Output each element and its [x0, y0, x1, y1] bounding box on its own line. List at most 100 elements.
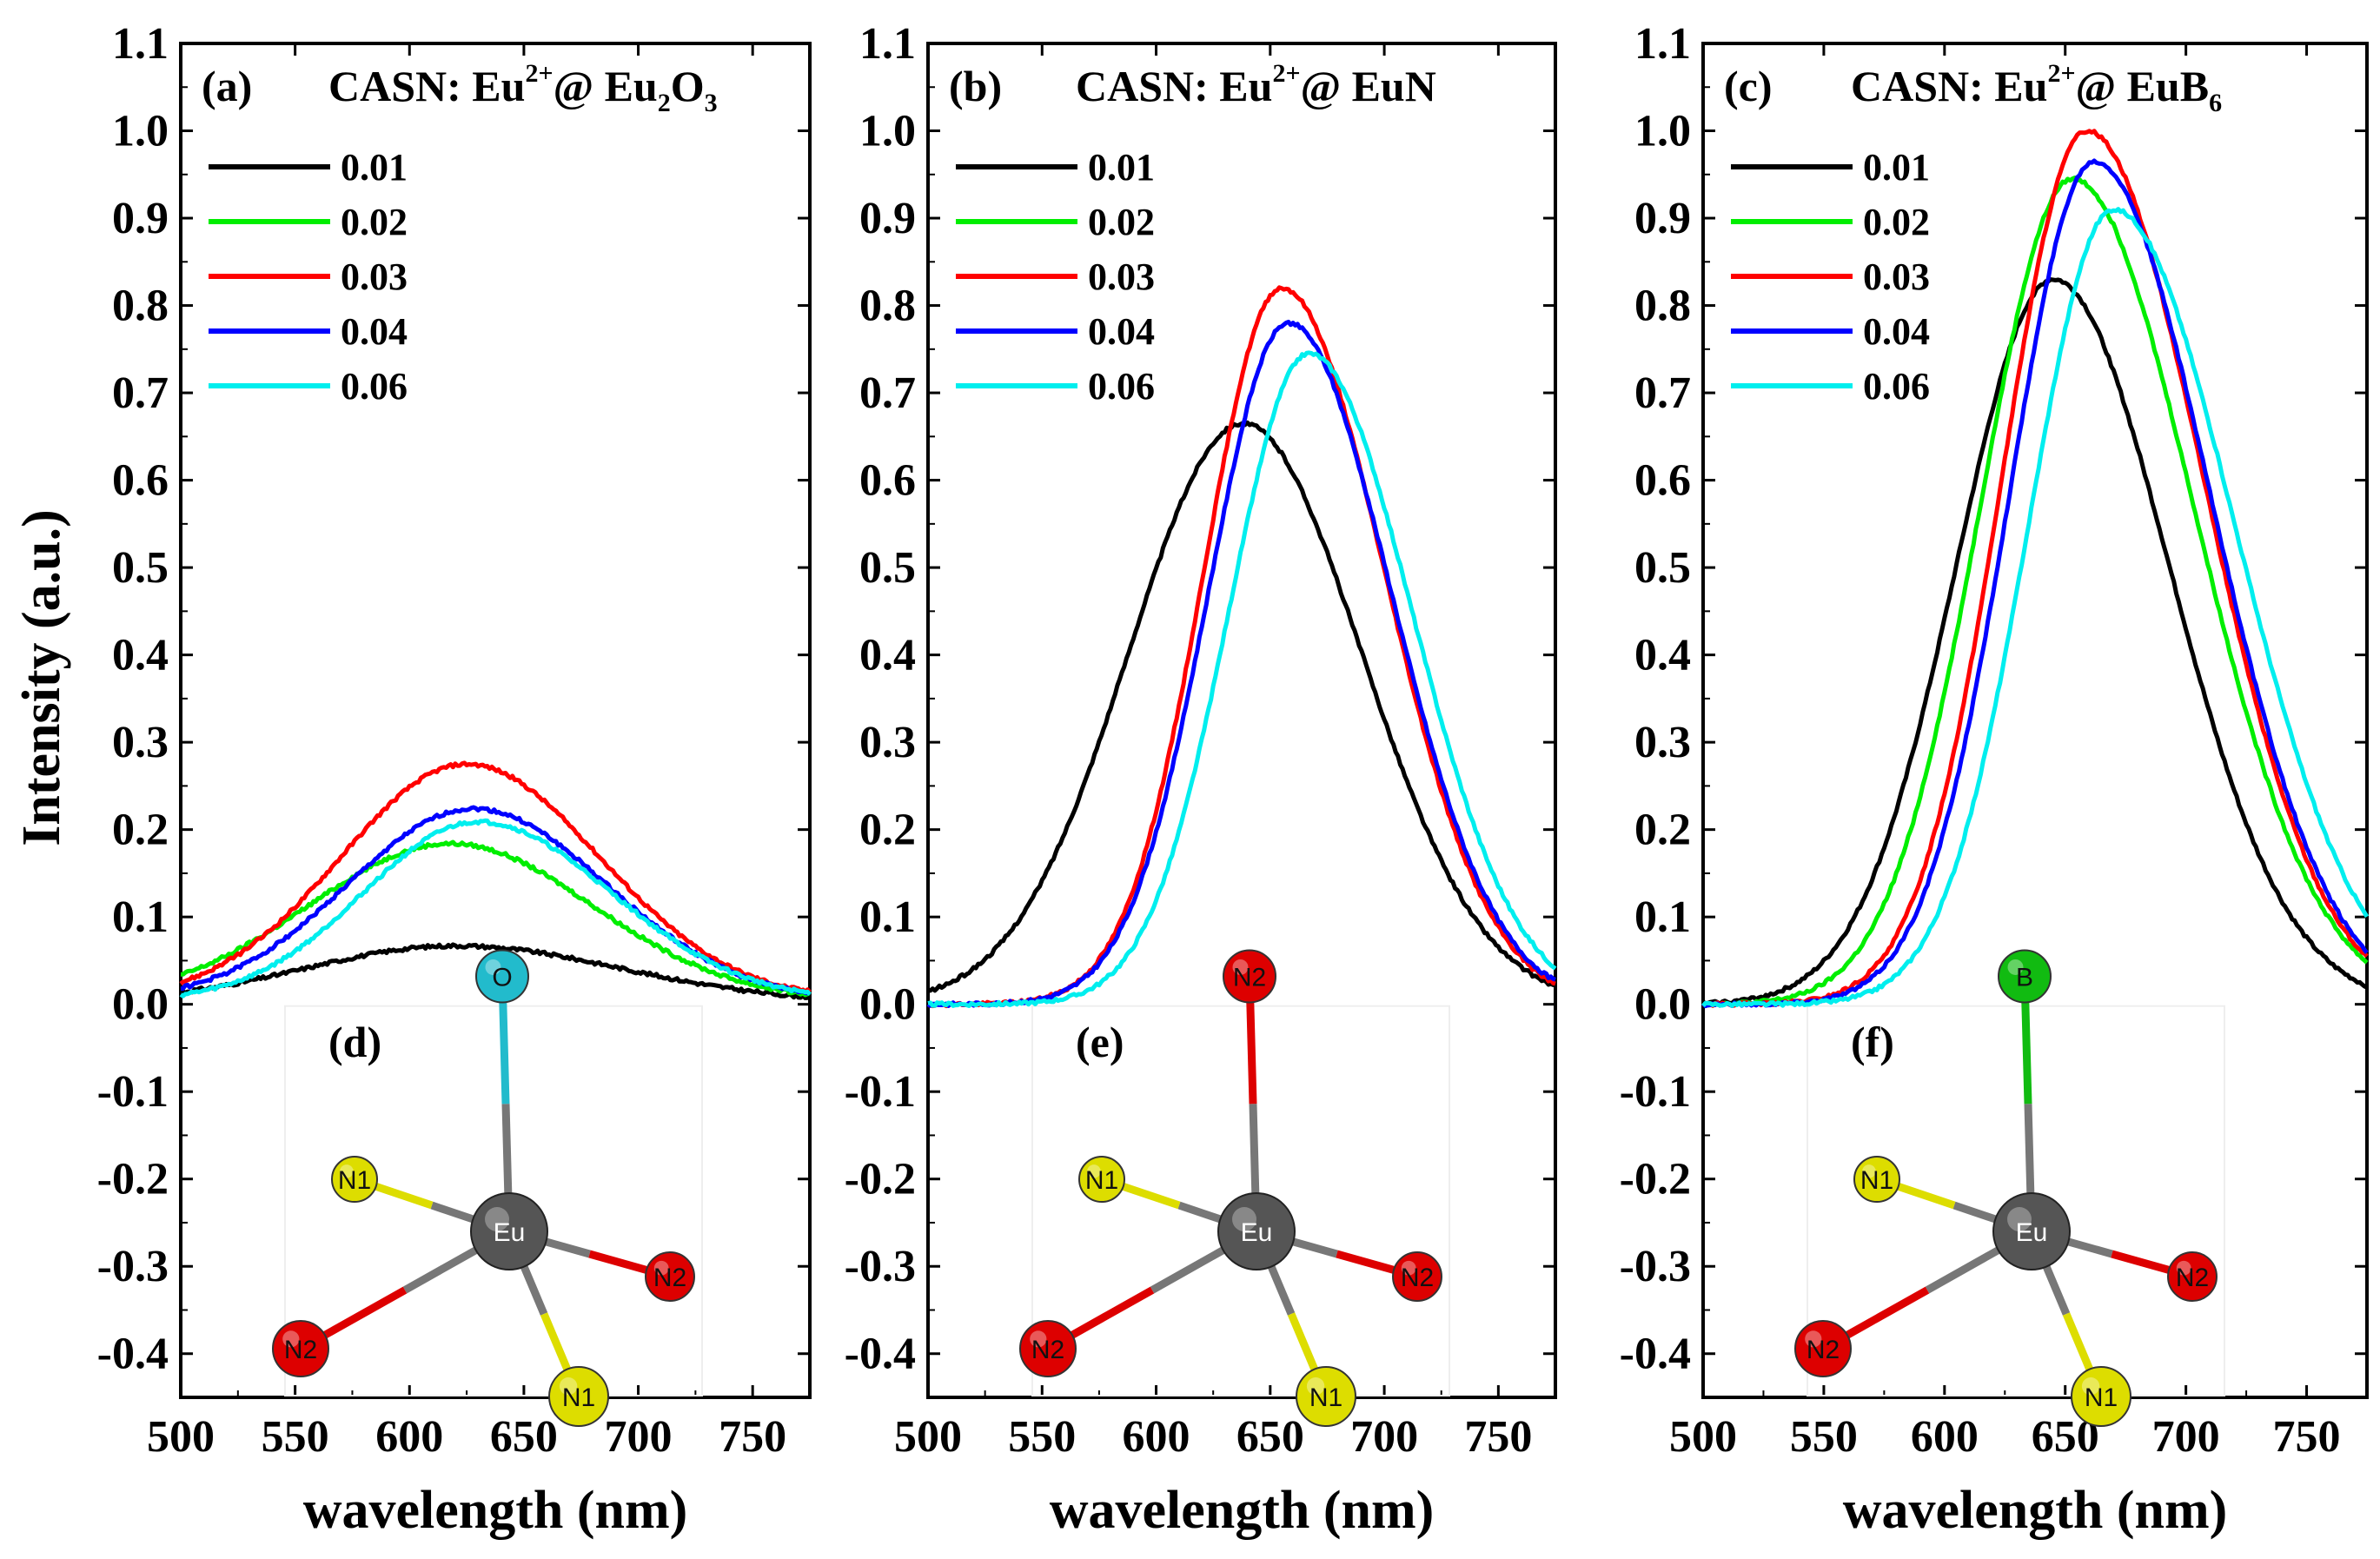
x-tick-label: 700	[1350, 1412, 1418, 1462]
atom-highlight	[2007, 959, 2024, 975]
atom-n2a	[2167, 1251, 2218, 1303]
atom-label: N2	[1233, 963, 1266, 992]
y-tick-label: 0.4	[1634, 631, 1691, 680]
x-tick-label: 500	[147, 1412, 215, 1462]
y-tick-label: 0.8	[859, 282, 916, 331]
x-tick-label: 600	[1911, 1412, 1979, 1462]
legend-label: 0.04	[1863, 310, 1930, 353]
y-tick-label: 0.9	[112, 194, 169, 243]
y-tick-label: -0.1	[1620, 1067, 1691, 1117]
x-tick-label: 750	[2273, 1412, 2341, 1462]
atom-n2b	[1794, 1320, 1852, 1378]
panel-c: -0.4 -0.3 -0.2 -0.1 0.0 0.1 0.2 0.3 0.4 0.5 0.6 0.7…	[1620, 19, 2370, 1540]
series-line-0.01	[180, 942, 812, 1000]
legend-label: 0.04	[1088, 310, 1155, 353]
y-tick-label: 0.7	[859, 368, 916, 418]
x-tick-label: 550	[1790, 1412, 1858, 1462]
atom-highlight	[653, 1260, 669, 1276]
atom-highlight	[1306, 1377, 1325, 1396]
title-part: CASN: Eu	[1851, 62, 2047, 110]
y-tick-label: 0.2	[112, 806, 169, 855]
legend-label: 0.03	[341, 255, 408, 298]
inset-label: (e)	[1076, 1018, 1124, 1066]
atom-n2b	[272, 1320, 329, 1378]
plot-frame	[179, 42, 812, 1399]
atom-n1b	[548, 1366, 609, 1428]
y-tick-label: 1.0	[1634, 107, 1691, 156]
x-tick-label: 650	[490, 1412, 558, 1462]
atom-label: N2	[1401, 1264, 1434, 1292]
atom-top	[1223, 949, 1276, 1004]
title-part: 2+	[525, 59, 553, 88]
series-line-0.06	[179, 818, 812, 998]
legend-label: 0.01	[1088, 146, 1155, 189]
x-axis-title: wavelength (nm)	[303, 1481, 688, 1540]
title-part: @ EuN	[1301, 62, 1436, 110]
panel-label: (c)	[1724, 62, 1773, 110]
atom-eu	[470, 1192, 548, 1271]
legend-label: 0.03	[1863, 255, 1930, 298]
x-tick-label: 500	[894, 1412, 962, 1462]
y-tick-label: 0.3	[112, 718, 169, 767]
legend-label: 0.03	[1088, 255, 1155, 298]
atom-highlight	[1030, 1330, 1047, 1348]
y-tick-label: 1.1	[859, 19, 916, 69]
x-tick-label: 600	[1123, 1412, 1190, 1462]
atom-label: N1	[2085, 1383, 2118, 1412]
atom-highlight	[2176, 1260, 2191, 1276]
atom-highlight	[2007, 1207, 2032, 1232]
series-line-0.06	[1701, 207, 2370, 1008]
atom-eu	[1992, 1192, 2071, 1271]
atom-highlight	[1232, 959, 1249, 975]
title-part: 3	[705, 89, 718, 117]
y-tick-label: -0.3	[97, 1242, 169, 1291]
atom-label: N2	[2176, 1264, 2209, 1292]
y-tick-label: 0.6	[859, 456, 916, 506]
y-tick-label: -0.3	[1620, 1242, 1691, 1291]
y-tick-label: -0.3	[845, 1242, 916, 1291]
title-part: 2+	[1272, 59, 1300, 88]
y-tick-label: 0.3	[859, 718, 916, 767]
series-line-0.01	[1701, 277, 2369, 1006]
title-part: CASN: Eu	[328, 62, 525, 110]
y-tick-label: 0.7	[1634, 368, 1691, 418]
title-part: 6	[2209, 89, 2222, 117]
atom-label: N1	[562, 1383, 595, 1412]
series-line-0.03	[179, 760, 812, 994]
atom-eu	[1217, 1192, 1296, 1271]
atom-label: N2	[1807, 1336, 1840, 1364]
x-tick-label: 700	[2152, 1412, 2220, 1462]
y-tick-label: 0.5	[112, 543, 169, 593]
x-tick-label: 700	[605, 1412, 673, 1462]
y-tick-label: 0.2	[1634, 806, 1691, 855]
panel-title: CASN: Eu2+@ EuN	[1076, 59, 1436, 110]
title-part: 2+	[2047, 59, 2075, 88]
y-tick-label: -0.1	[97, 1067, 169, 1117]
plot-frame	[926, 42, 1557, 1399]
y-tick-label: 0.4	[112, 631, 169, 680]
panels: -0.4 -0.3 -0.2 -0.1 0.0 0.1 0.2 0.3 0.4 0.5 0.6 0.7…	[97, 19, 2370, 1540]
series-line-0.02	[180, 839, 812, 998]
atom-n2a	[1392, 1251, 1442, 1303]
atom-highlight	[340, 1164, 354, 1178]
y-tick-label: 0.9	[859, 194, 916, 243]
y-tick-label: 0.1	[859, 892, 916, 942]
atom-highlight	[1087, 1164, 1101, 1178]
y-tick-label: -0.2	[97, 1155, 169, 1204]
y-tick-label: 0.8	[112, 282, 169, 331]
x-tick-label: 750	[1464, 1412, 1532, 1462]
y-tick-label: -0.2	[1620, 1155, 1691, 1204]
y-tick-label: 0.5	[859, 543, 916, 593]
atom-top	[1998, 949, 2052, 1004]
x-tick-label: 550	[262, 1412, 329, 1462]
atom-highlight	[559, 1377, 578, 1396]
series-line-0.06	[927, 350, 1557, 1008]
atom-n1b	[1296, 1366, 1356, 1428]
atom-highlight	[1862, 1164, 1876, 1178]
y-tick-label: 0.7	[112, 368, 169, 418]
legend-label: 0.01	[1863, 146, 1930, 189]
atom-n2b	[1019, 1320, 1077, 1378]
y-tick-label: 0.6	[1634, 456, 1691, 506]
atom-n1b	[2071, 1366, 2131, 1428]
